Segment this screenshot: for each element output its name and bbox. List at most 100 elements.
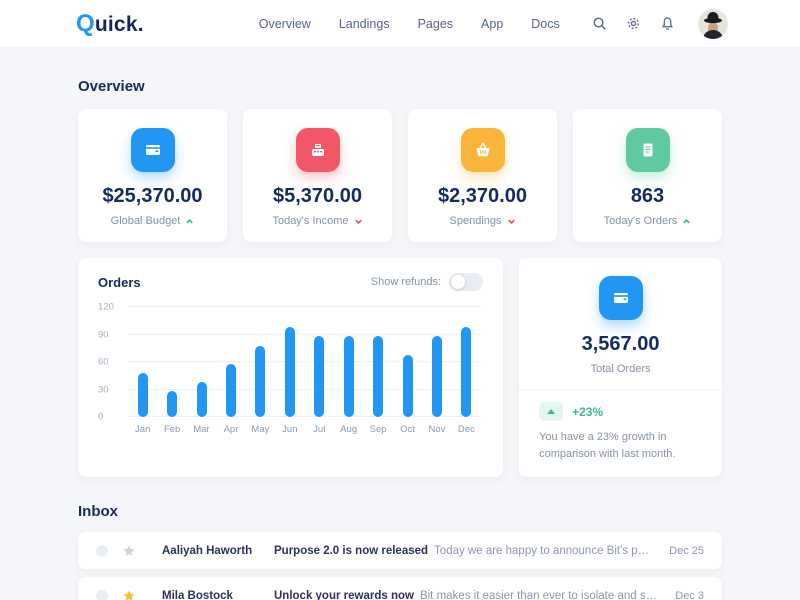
bell-icon[interactable]	[660, 16, 675, 31]
message-subject: Purpose 2.0 is now released	[274, 544, 429, 557]
y-axis-tick-label: 90	[98, 329, 109, 340]
message-preview: Today we are happy to announce Bit's pub…	[434, 544, 655, 557]
stat-value: $25,370.00	[102, 185, 203, 207]
basket-icon	[460, 128, 505, 172]
chart-bar-mar	[196, 382, 207, 417]
star-icon-filled[interactable]	[122, 589, 136, 600]
total-orders-card: 3,567.00 Total Orders +23% You have a 23…	[519, 258, 722, 478]
inbox-row[interactable]: Aaliyah Haworth Purpose 2.0 is now relea…	[78, 532, 722, 570]
orders-chart-x-axis: Jan Feb Mar Apr May Jun Jul Aug Sep Oct Nov Dec	[128, 424, 481, 436]
inbox-list: Aaliyah Haworth Purpose 2.0 is now relea…	[78, 532, 722, 600]
x-axis-tick-label: Feb	[163, 424, 181, 435]
avatar-image	[698, 8, 728, 39]
chart-bar-oct	[402, 354, 413, 417]
message-subject: Unlock your rewards now	[274, 589, 414, 600]
nav-item-overview[interactable]: Overview	[258, 16, 311, 31]
user-avatar[interactable]	[698, 8, 728, 39]
chart-bar-aug	[343, 336, 354, 417]
stat-label: Global Budget	[110, 215, 181, 227]
sender-name: Mila Bostock	[162, 589, 233, 600]
stats-row: $25,370.00 Global Budget $5,370.00 Today…	[78, 109, 722, 242]
logo-letter-q: Q	[76, 9, 95, 37]
stat-card-global-budget[interactable]: $25,370.00 Global Budget	[78, 109, 227, 242]
growth-percentage: +23%	[572, 404, 604, 419]
show-refunds-label: Show refunds:	[370, 276, 442, 288]
stat-label: Today's Income	[272, 215, 349, 227]
cash-register-icon	[295, 128, 340, 172]
star-icon[interactable]	[122, 544, 136, 558]
stat-value: $2,370.00	[438, 185, 527, 207]
toggle-knob	[451, 275, 466, 289]
y-axis-tick-label: 30	[98, 384, 109, 395]
stat-card-todays-income[interactable]: $5,370.00 Today's Income	[243, 109, 392, 242]
logo-text: uick.	[94, 12, 144, 36]
chart-bar-apr	[225, 363, 236, 417]
x-axis-tick-label: Nov	[428, 424, 446, 435]
growth-up-icon	[539, 402, 564, 421]
total-orders-label: Total Orders	[590, 363, 651, 375]
x-axis-tick-label: Mar	[193, 424, 210, 435]
chart-bar-feb	[167, 391, 178, 417]
x-axis-tick-label: Oct	[400, 424, 415, 435]
trend-down-icon	[507, 219, 515, 224]
gridline	[128, 416, 482, 417]
trend-up-icon	[186, 218, 194, 223]
stat-value: 863	[630, 185, 665, 207]
show-refunds-toggle[interactable]	[449, 273, 484, 291]
message-date: Dec 25	[669, 544, 704, 557]
page-title: Overview	[78, 78, 145, 95]
wallet-icon	[130, 128, 175, 172]
wallet-icon	[598, 276, 643, 320]
stat-card-spendings[interactable]: $2,370.00 Spendings	[408, 109, 557, 242]
app-logo[interactable]: Quick.	[76, 10, 144, 38]
trend-up-icon	[683, 218, 691, 223]
gridline	[128, 361, 482, 362]
x-axis-tick-label: Jan	[135, 424, 151, 435]
stat-label: Today's Orders	[603, 215, 678, 227]
total-orders-value: 3,567.00	[581, 333, 660, 355]
y-axis-tick-label: 0	[98, 411, 104, 423]
message-checkbox[interactable]	[96, 589, 108, 600]
gear-icon[interactable]	[626, 16, 641, 31]
nav-item-docs[interactable]: Docs	[531, 16, 560, 31]
inbox-title: Inbox	[78, 503, 118, 521]
x-axis-tick-label: Jul	[313, 424, 326, 435]
navbar-actions	[592, 8, 728, 39]
chart-bar-jan	[137, 373, 148, 417]
orders-chart-card: Orders Show refunds: Jan Feb Mar Apr May Jun J…	[78, 258, 504, 478]
message-date: Dec 3	[675, 589, 704, 600]
chart-bar-dec	[461, 327, 472, 417]
growth-description: You have a 23% growth in comparison with…	[539, 431, 676, 461]
chart-bar-nov	[431, 336, 442, 417]
inbox-row[interactable]: Mila Bostock Unlock your rewards now Bit…	[78, 577, 722, 600]
chart-bar-sep	[373, 336, 384, 417]
x-axis-tick-label: Sep	[369, 424, 387, 435]
nav-item-pages[interactable]: Pages	[417, 16, 454, 31]
x-axis-tick-label: May	[251, 424, 270, 435]
x-axis-tick-label: Apr	[223, 424, 239, 435]
stat-card-todays-orders[interactable]: 863 Today's Orders	[573, 109, 722, 242]
stat-value: $5,370.00	[273, 185, 362, 207]
y-axis-tick-label: 60	[98, 356, 109, 368]
gridline	[128, 388, 482, 390]
trend-down-icon	[354, 219, 362, 224]
charts-row: Orders Show refunds: Jan Feb Mar Apr May Jun J…	[78, 258, 722, 478]
message-preview: Bit makes it easier than ever to isolate…	[419, 589, 661, 600]
message-checkbox[interactable]	[96, 544, 108, 557]
nav-item-app[interactable]: App	[481, 16, 504, 31]
x-axis-tick-label: Aug	[340, 424, 358, 435]
orders-chart-title: Orders	[98, 274, 141, 290]
orders-chart-plot	[128, 306, 482, 417]
x-axis-tick-label: Jun	[282, 424, 298, 435]
y-axis-tick-label: 120	[98, 301, 114, 313]
search-icon[interactable]	[592, 16, 607, 31]
chart-bar-jul	[314, 336, 325, 417]
navbar: Quick. Overview Landings Pages App Docs	[0, 0, 800, 48]
divider	[519, 389, 722, 390]
nav-item-landings[interactable]: Landings	[338, 16, 390, 31]
stat-label: Spendings	[449, 215, 502, 227]
x-axis-tick-label: Dec	[457, 424, 475, 435]
chart-bar-may	[255, 345, 266, 417]
receipt-icon	[625, 128, 670, 172]
chart-bar-jun	[284, 327, 295, 417]
